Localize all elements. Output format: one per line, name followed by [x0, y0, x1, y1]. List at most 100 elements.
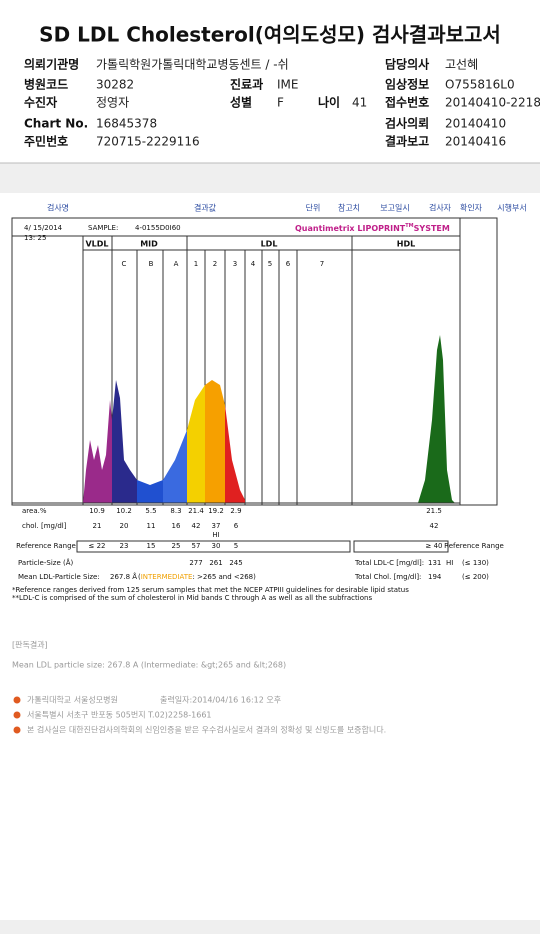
subband-label: 6	[286, 260, 291, 268]
ref-value: ≥ 40	[426, 542, 443, 550]
sample-label: SAMPLE:	[88, 224, 118, 232]
info-value: 30282	[96, 78, 134, 92]
subband-label: A	[174, 260, 179, 268]
chol-value: 37	[212, 522, 221, 530]
row-label: chol. [mg/dl]	[22, 522, 67, 530]
area-value: 10.9	[89, 507, 105, 515]
ref-value: 57	[192, 542, 201, 550]
info-value: O755816L0	[445, 78, 515, 92]
info-label: 결과보고	[385, 134, 429, 149]
info-value: 16845378	[96, 117, 157, 131]
info-label: 성별	[230, 95, 252, 110]
total-ref: (≤ 200)	[462, 573, 489, 581]
info-value: 20140410	[445, 117, 506, 131]
footer-text: 본 검사실은 대한진단검사의학회의 신임인증을 받은 우수검사실로서 결과의 정…	[27, 725, 386, 735]
info-value: 41	[352, 96, 367, 110]
info-label: 임상정보	[385, 77, 429, 92]
area-value: 21.4	[188, 507, 204, 515]
mean-part: : >265 and <268)	[192, 573, 256, 581]
report-date: 4/ 15/2014	[24, 224, 63, 232]
info-label: 병원코드	[24, 77, 68, 92]
total-ref: (≤ 130)	[462, 559, 489, 567]
particle-value: 261	[209, 559, 222, 567]
chol-value: 6	[234, 522, 239, 530]
total-value: 194	[428, 573, 442, 581]
brand: Quantimetrix LIPOPRINTTMSYSTEM	[295, 223, 450, 233]
bullet	[13, 711, 21, 719]
ref-value: 23	[120, 542, 129, 550]
info-label: 접수번호	[385, 95, 429, 110]
chol-value: 11	[147, 522, 156, 530]
info-value: 720715-2229116	[96, 135, 200, 149]
chol-value: 16	[172, 522, 181, 530]
bottom-text: [판독결과] Mean LDL particle size: 267.8 A (I…	[12, 640, 386, 735]
row-label: area.%	[22, 507, 47, 515]
ref-value: 25	[172, 542, 181, 550]
info-label: Chart No.	[24, 117, 88, 131]
column-header: 보고일시	[380, 204, 409, 213]
report-time: 13: 25	[24, 234, 46, 242]
ref-box	[353, 540, 449, 553]
subband-label: 2	[213, 260, 217, 268]
bullet	[13, 726, 21, 734]
info-value: F	[277, 96, 284, 110]
area-value: 8.3	[170, 507, 181, 515]
total-label: Total Chol. [mg/dl]:	[354, 573, 421, 581]
subband-label: 3	[233, 260, 237, 268]
footnote: *Reference ranges derived from 125 serum…	[12, 586, 409, 594]
info-value: 20140410-22182	[445, 96, 540, 110]
mean-size: 267.8 Å	[110, 572, 137, 581]
area-value: 21.5	[426, 507, 442, 515]
mean-part: INTERMEDIATE	[141, 573, 193, 581]
particle-value: 245	[229, 559, 242, 567]
interpretation-heading: [판독결과]	[12, 640, 48, 650]
column-header: 결과값	[194, 203, 217, 213]
band-label: VLDL	[85, 240, 108, 249]
footer-text: 가톨릭대학교 서울성모병원	[27, 695, 118, 705]
bullet	[13, 696, 21, 704]
report-panel	[0, 193, 540, 920]
interpretation-text: Mean LDL particle size: 267.8 A (Interme…	[12, 661, 286, 670]
info-label: 의뢰기관명	[24, 57, 79, 72]
mean-class: (INTERMEDIATE: >265 and <268)	[138, 573, 256, 581]
column-header: 검사자	[429, 203, 452, 213]
info-value: IME	[277, 78, 298, 92]
info-value: 고선혜	[445, 58, 478, 72]
flag: HI	[446, 559, 453, 567]
ref-value: 30	[212, 542, 221, 550]
column-header: 시행부서	[497, 203, 526, 213]
info-value: 20140416	[445, 135, 506, 149]
info-label: 수진자	[24, 95, 57, 110]
column-header: 단위	[306, 203, 321, 213]
sample-id: 4-0155D0I60	[135, 224, 181, 232]
mean-part: (	[138, 573, 141, 581]
ref-value: ≤ 22	[89, 542, 106, 550]
particle-value: 277	[189, 559, 202, 567]
plot-frame	[11, 217, 498, 506]
subband-label: B	[149, 260, 154, 268]
subband-label: C	[122, 260, 127, 268]
row-label: Mean LDL-Particle Size:	[18, 573, 100, 581]
chol-value: 42	[192, 522, 201, 530]
area-value: 5.5	[145, 507, 156, 515]
row-label: Reference Range	[444, 542, 504, 550]
title: SD LDL Cholesterol(여의도성모) 검사결과보고서	[39, 23, 501, 47]
row-label: Reference Range	[16, 542, 76, 550]
subband-label: 7	[320, 260, 324, 268]
ref-value: 5	[234, 542, 238, 550]
info-value: 가톨릭학원가톨릭대학교병동센트 / -쉬	[96, 58, 289, 72]
band-label: MID	[140, 240, 158, 249]
ref-value: 15	[147, 542, 156, 550]
header-bg	[0, 0, 540, 163]
info-label: 담당의사	[385, 57, 429, 72]
info-label: 진료과	[230, 77, 263, 92]
subband-label: 4	[251, 260, 256, 268]
column-header: 확인자	[460, 203, 483, 213]
area-value: 19.2	[208, 507, 224, 515]
area-value: 10.2	[116, 507, 132, 515]
electropherogram	[12, 335, 460, 504]
ref-box	[76, 540, 351, 553]
footer-text: 서울특별시 서초구 반포동 505번지 T.02)2258-1661	[27, 710, 212, 720]
